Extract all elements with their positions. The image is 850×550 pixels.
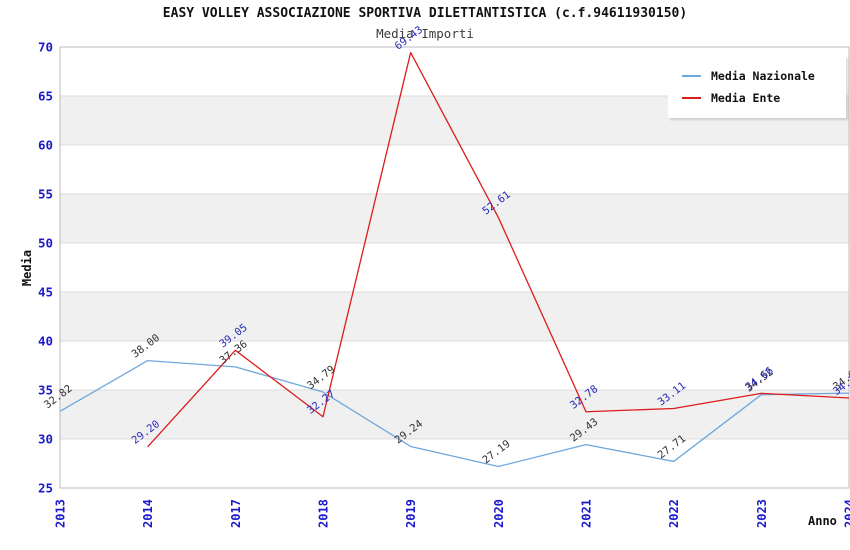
legend-swatch-nazionale-icon <box>682 75 701 77</box>
chart-title: EASY VOLLEY ASSOCIAZIONE SPORTIVA DILETT… <box>162 6 688 21</box>
x-tick-label: 2013 <box>54 499 68 528</box>
series-line-0 <box>59 359 850 468</box>
x-tick-label: 2020 <box>492 499 506 528</box>
y-tick-label: 40 <box>38 334 53 349</box>
plot-band <box>60 145 849 194</box>
y-tick-label: 60 <box>38 138 53 153</box>
x-tick-label: 2019 <box>404 499 418 528</box>
plot-band <box>60 292 849 341</box>
x-tick-label: 2024 <box>843 499 850 528</box>
chart-legend: Media Nazionale Media Ente <box>668 56 846 118</box>
legend-swatch-ente-icon <box>682 97 701 99</box>
x-axis-title: Anno <box>808 514 837 528</box>
plot-band <box>60 194 849 243</box>
legend-label-nazionale: Media Nazionale <box>711 69 815 83</box>
plot-border <box>59 46 850 489</box>
y-tick-label: 25 <box>38 481 53 496</box>
x-tick-label: 2018 <box>317 499 331 528</box>
x-tick-label: 2017 <box>229 499 243 528</box>
legend-label-ente: Media Ente <box>711 91 781 105</box>
plot-band <box>60 439 849 488</box>
x-tick-label: 2021 <box>580 499 594 528</box>
y-tick-label: 45 <box>38 285 53 300</box>
plot-band <box>60 390 849 439</box>
series-line-1 <box>147 51 850 448</box>
y-tick-label: 50 <box>38 236 53 251</box>
x-tick-label: 2022 <box>667 499 681 528</box>
y-tick-label: 35 <box>38 383 53 398</box>
y-tick-label: 30 <box>38 432 53 447</box>
y-tick-label: 65 <box>38 89 53 104</box>
plot-band <box>60 341 849 390</box>
plot-band <box>60 243 849 292</box>
y-tick-label: 55 <box>38 187 53 202</box>
y-tick-label: 70 <box>38 40 53 55</box>
legend-item-media-nazionale: Media Nazionale <box>682 65 836 87</box>
x-tick-label: 2023 <box>755 499 769 528</box>
chart-subtitle: Media Importi <box>376 26 474 41</box>
legend-item-media-ente: Media Ente <box>682 87 836 109</box>
x-tick-label: 2014 <box>141 499 155 528</box>
